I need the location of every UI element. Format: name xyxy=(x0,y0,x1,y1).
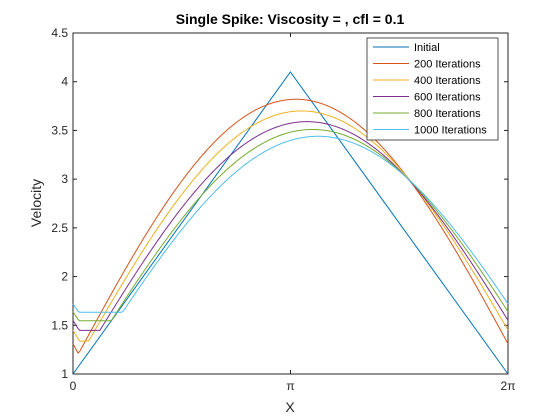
legend-box xyxy=(366,37,499,141)
legend-entry: Initial xyxy=(414,42,440,54)
series-lines xyxy=(72,71,509,375)
chart-title: Single Spike: Viscosity = , cfl = 0.1 xyxy=(176,11,405,27)
legend-entry: 400 Iterations xyxy=(414,75,481,87)
x-tick-label: 2π xyxy=(501,379,516,393)
legend-entry: 200 Iterations xyxy=(414,59,481,71)
x-axis-label: X xyxy=(285,399,295,415)
series-line-2 xyxy=(72,110,509,342)
y-tick-label: 3 xyxy=(61,172,68,186)
series-line-3 xyxy=(72,121,509,331)
legend: Initial 200 Iterations 400 Iterations 600 I… xyxy=(366,37,499,141)
y-tick-label: 3.5 xyxy=(51,123,68,137)
series-line-1 xyxy=(72,98,509,354)
x-tick-label: 0 xyxy=(70,379,77,393)
y-tick-label: 2.5 xyxy=(51,221,68,235)
x-axis-ticks: 0 π 2π xyxy=(70,33,516,393)
series-line-0 xyxy=(72,71,509,375)
legend-entry: 800 Iterations xyxy=(414,108,481,120)
y-tick-label: 2 xyxy=(61,270,68,284)
series-line-5 xyxy=(72,135,509,313)
y-axis-ticks: 1 1.5 2 2.5 3 3.5 4 4.5 xyxy=(51,26,508,381)
legend-entry: 600 Iterations xyxy=(414,92,481,104)
y-axis-label: Velocity xyxy=(28,179,44,227)
y-tick-label: 4.5 xyxy=(51,26,68,40)
y-tick-label: 1.5 xyxy=(51,318,68,332)
x-tick-label: π xyxy=(286,379,294,393)
y-tick-label: 1 xyxy=(61,367,68,381)
y-tick-label: 4 xyxy=(61,75,68,89)
series-line-4 xyxy=(72,128,509,322)
legend-entry: 1000 Iterations xyxy=(414,125,487,137)
